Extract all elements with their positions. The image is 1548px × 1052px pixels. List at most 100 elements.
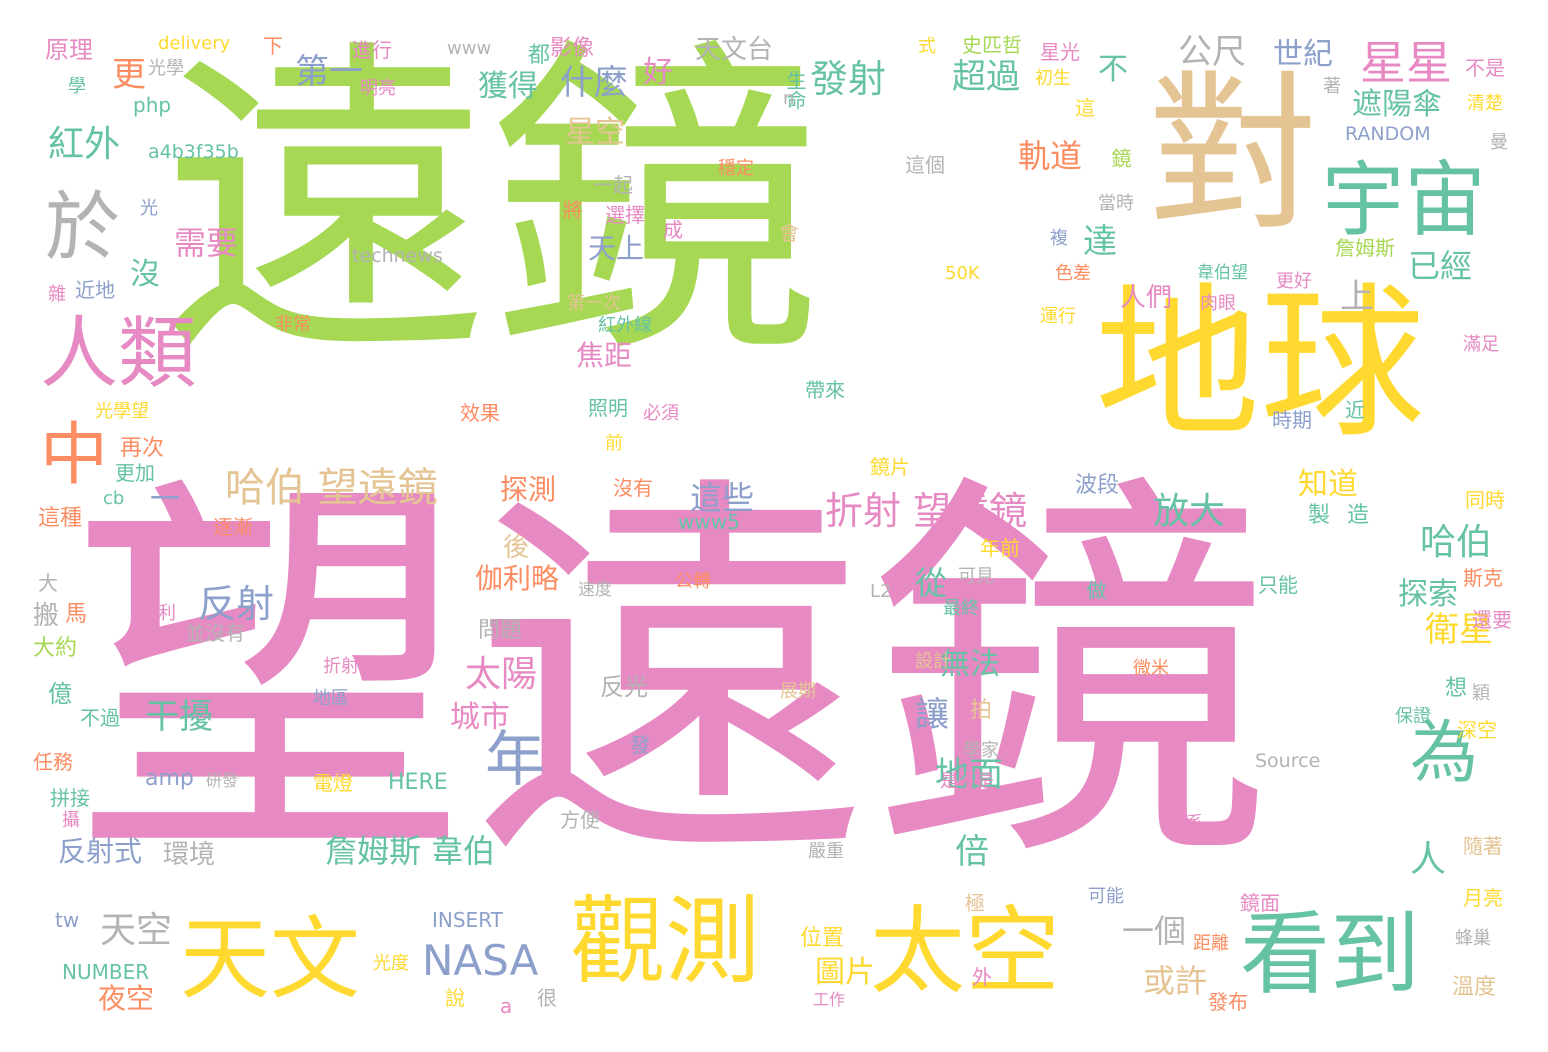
word-cloud-word: 穎: [1472, 683, 1490, 704]
word-cloud-word: 近地: [75, 278, 115, 302]
word-cloud-word: 讓: [915, 695, 949, 735]
word-cloud-word: 天文: [180, 907, 360, 1012]
word-cloud-word: 哈伯: [1420, 522, 1493, 563]
word-cloud-word: 蜂巢: [1455, 928, 1491, 949]
word-cloud-word: 遠鏡: [160, 13, 820, 397]
word-cloud-word: 什麼: [560, 63, 628, 103]
word-cloud-word: 電燈: [313, 771, 353, 795]
word-cloud-word: 公尺: [1178, 32, 1246, 72]
word-cloud-word: 不過: [80, 706, 120, 730]
word-cloud-word: 天文台: [695, 35, 774, 65]
word-cloud-word: 生命: [783, 70, 807, 110]
word-cloud-word: 問題: [478, 618, 523, 643]
word-cloud-word: 肉眼: [1200, 293, 1236, 314]
word-cloud-word: 好: [643, 55, 673, 90]
word-cloud-word: 紅外: [48, 124, 121, 165]
word-cloud-word: 夜空: [98, 982, 155, 1015]
word-cloud-word: 曼: [1490, 132, 1508, 153]
word-cloud-word: 微米: [1133, 658, 1169, 679]
word-cloud-word: 月亮: [1463, 886, 1503, 910]
word-cloud-word: 可能: [1088, 886, 1124, 907]
word-cloud-word: 焦距: [576, 339, 633, 372]
word-cloud-word: 展期: [780, 681, 816, 702]
word-cloud-word: 發布: [1208, 990, 1248, 1014]
word-cloud-word: 想: [1445, 676, 1468, 701]
word-cloud-word: 下: [263, 34, 283, 58]
word-cloud-word: 距離: [1193, 933, 1229, 954]
word-cloud-word: 伽利略: [475, 562, 560, 595]
word-cloud-word: 年: [485, 725, 545, 795]
word-cloud-word: 一個: [1122, 912, 1187, 950]
word-cloud-word: 研發: [206, 771, 239, 790]
word-cloud-word: 搬: [33, 601, 60, 631]
word-cloud-word: delivery: [158, 33, 231, 54]
word-cloud-word: 史匹哲: [962, 33, 1022, 57]
word-cloud-word: 選擇: [605, 203, 645, 227]
word-cloud-word: 再次: [120, 436, 165, 461]
word-cloud-word: 將: [563, 198, 583, 222]
word-cloud-word: 任務: [33, 750, 73, 774]
word-cloud-word: 光: [140, 198, 158, 219]
word-cloud-word: 已經: [1408, 247, 1473, 285]
word-cloud-word: 星空: [565, 115, 625, 150]
word-cloud-word: 初生: [1035, 68, 1071, 89]
word-cloud-word: 複: [1050, 228, 1068, 249]
word-cloud-word: 設計: [915, 651, 951, 672]
word-cloud-word: 效果: [460, 401, 500, 425]
word-cloud-word: 對: [1148, 56, 1319, 254]
word-cloud-word: www5: [678, 510, 740, 534]
word-cloud-word: tw: [55, 908, 80, 932]
word-cloud-word: 詹姆斯: [1335, 236, 1395, 260]
word-cloud-word: 方便: [560, 808, 600, 832]
word-cloud-word: 發: [630, 733, 650, 757]
word-cloud-word: 中: [40, 416, 109, 495]
word-cloud-word: 星星: [1360, 36, 1452, 90]
word-cloud-word: 地區: [313, 688, 349, 709]
word-cloud-word: 清楚: [1467, 93, 1503, 114]
word-cloud-word: 折射 望遠鏡: [825, 489, 1028, 533]
word-cloud-word: a: [500, 994, 513, 1018]
word-cloud-word: a4b3f35b: [148, 141, 239, 163]
word-cloud-word: 學家: [963, 740, 999, 761]
word-cloud-word: 近: [1345, 398, 1365, 422]
word-cloud-word: 運行: [1040, 306, 1076, 327]
word-cloud-word: technews: [352, 245, 443, 267]
word-cloud-word: NASA: [422, 936, 539, 985]
word-cloud-word: 超過: [952, 57, 1020, 97]
word-cloud-word: 可見: [958, 566, 994, 587]
word-cloud-word: 極: [965, 891, 985, 915]
word-cloud-word: 雜: [48, 284, 66, 305]
word-cloud-word: 太空: [870, 897, 1061, 1007]
word-cloud-word: 不是: [1465, 56, 1505, 80]
word-cloud-word: 星光: [1040, 40, 1080, 64]
word-cloud-word: 億: [48, 680, 72, 708]
word-cloud-word: 第一次: [567, 293, 621, 314]
word-cloud-word: 天空: [100, 910, 173, 951]
word-cloud-word: 都: [528, 43, 551, 68]
word-cloud-word: Source: [1255, 750, 1321, 772]
word-cloud-word: php: [133, 93, 172, 117]
word-cloud-word: 更好: [1276, 271, 1312, 292]
word-cloud-word: 學: [68, 76, 86, 97]
word-cloud-word: INSERT: [432, 908, 503, 932]
word-cloud-word: 進行: [352, 38, 392, 62]
word-cloud-word: 看到: [1240, 902, 1420, 1007]
word-cloud-word: 需要: [174, 224, 239, 262]
word-cloud-word: 保證: [1395, 706, 1431, 727]
word-cloud-word: 造: [1347, 503, 1370, 528]
word-cloud-word: 發射: [810, 57, 887, 101]
word-cloud-word: 很: [537, 986, 557, 1010]
word-cloud-word: 探索: [1398, 577, 1458, 612]
word-cloud-word: 哈伯 望遠鏡: [225, 465, 438, 511]
word-cloud-word: 是不是: [940, 771, 994, 792]
word-cloud-word: 原理: [45, 36, 93, 64]
word-cloud-word: 隨著: [1463, 834, 1503, 858]
word-cloud-word: 大約: [33, 636, 78, 661]
word-cloud-word: 色差: [1055, 263, 1091, 284]
word-cloud-word: 溫度: [1452, 975, 1497, 1000]
word-cloud-word: 波段: [1075, 473, 1120, 498]
word-cloud-word: 做: [1083, 580, 1107, 600]
word-cloud-word: 大: [38, 571, 58, 595]
word-cloud-word: 製: [1308, 503, 1331, 528]
word-cloud-word: 非常: [275, 314, 311, 335]
